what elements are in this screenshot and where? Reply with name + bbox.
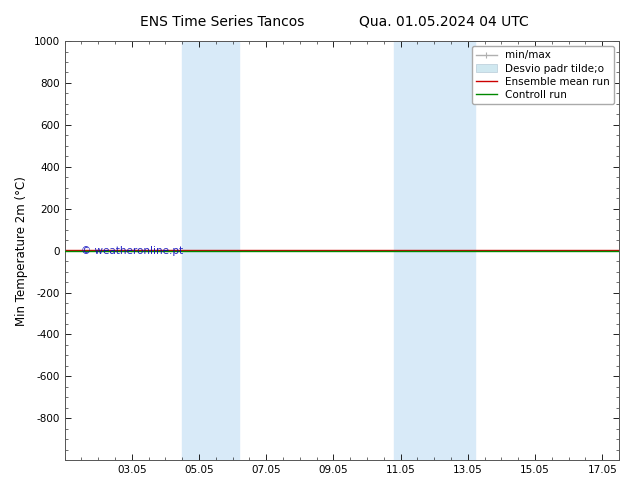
Y-axis label: Min Temperature 2m (°C): Min Temperature 2m (°C) [15, 175, 28, 325]
Text: Qua. 01.05.2024 04 UTC: Qua. 01.05.2024 04 UTC [359, 15, 529, 29]
Bar [182, 41, 239, 460]
Text: © weatheronline.pt: © weatheronline.pt [81, 246, 183, 256]
Text: ENS Time Series Tancos: ENS Time Series Tancos [139, 15, 304, 29]
Bar [394, 41, 474, 460]
Legend: min/max, Desvio padr tilde;o, Ensemble mean run, Controll run: min/max, Desvio padr tilde;o, Ensemble m… [472, 46, 614, 104]
